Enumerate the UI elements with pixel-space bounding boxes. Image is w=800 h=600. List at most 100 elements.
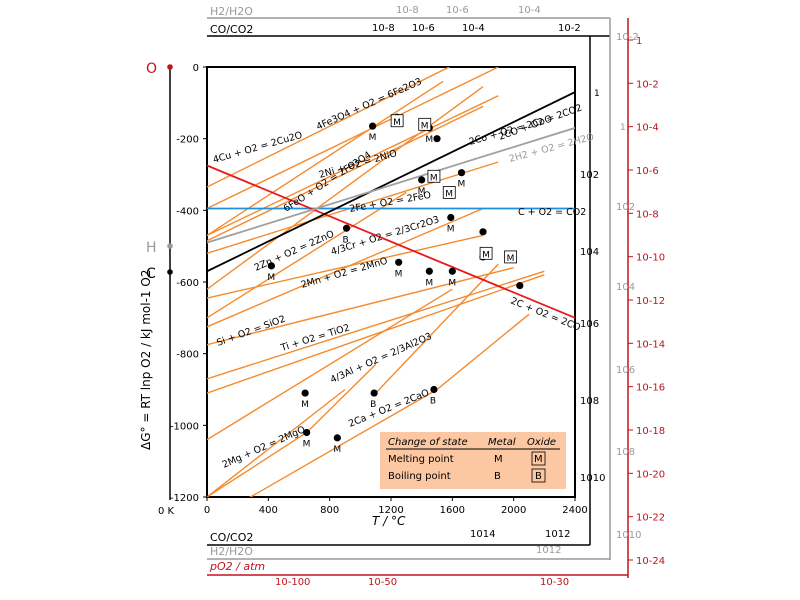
x-tick-label-0: 0 (204, 505, 210, 516)
top-co-tick: 10-6 (412, 23, 435, 34)
transition-point-1 (303, 428, 311, 437)
right-scales: 102 104 106 108 1010 10-2 102 104 106 10… (580, 18, 641, 578)
series-layer (207, 67, 575, 497)
top-co-tick: 10-8 (372, 23, 395, 34)
transition-label-9: M (448, 278, 456, 288)
po2-tick-label-2: 10-4 (636, 123, 659, 134)
bottom-h2-label: H2/H2O (210, 545, 253, 558)
x-tick-label-2: 800 (320, 505, 339, 516)
legend: Change of state Metal Oxide Melting poin… (380, 432, 566, 489)
series-line-17 (207, 388, 346, 497)
right-h2-tick: 108 (616, 447, 635, 458)
series-line-10 (207, 267, 514, 346)
right-h2-tick: 106 (616, 365, 635, 376)
right-co-tick: 106 (580, 319, 599, 330)
transition-point-10 (447, 213, 455, 222)
po2-tick-label-1: 10-2 (636, 79, 659, 90)
series-line-12 (207, 274, 545, 394)
series-label: 2C + O2 = 2CO (509, 296, 582, 334)
right-h2-tick: 104 (616, 282, 635, 293)
transition-label-5: M (267, 273, 275, 283)
legend-row-label: Boiling point (388, 471, 451, 482)
right-marker-2: 1 (620, 123, 626, 133)
po2-tick-label-10: 10-20 (636, 469, 665, 480)
oxide-box-label-2: M (430, 173, 438, 183)
series-line-0 (207, 80, 444, 236)
series-label: 4Cu + O2 = 2Cu2O (212, 130, 304, 166)
po2-tick-label-4: 10-8 (636, 209, 659, 220)
oxide-box-1 (418, 117, 432, 131)
y-tick-label-6: -1200 (170, 493, 199, 504)
series-label: 2H2 + O2 = 2H2O (508, 132, 595, 165)
series-line-3 (207, 95, 499, 237)
right-co-tick: 108 (580, 396, 599, 407)
top-h2-label: H2/H2O (210, 5, 253, 18)
legend-col-oxide: Oxide (527, 437, 556, 448)
transition-point-9 (448, 267, 456, 275)
po2-tick-label-5: 10-10 (636, 253, 665, 264)
x-tick-label-1: 400 (259, 505, 278, 516)
right-co-tick: 1010 (580, 473, 605, 484)
series-line-20 (207, 91, 575, 273)
po2-tick-label-6: 10-12 (636, 296, 665, 307)
legend-row-oxide: B (535, 471, 542, 482)
legend-row-label: Melting point (388, 454, 454, 465)
x-tick-label-4: 1600 (440, 505, 465, 516)
transition-label-3: B (370, 400, 376, 410)
top-co-label: CO/CO2 (210, 23, 253, 36)
bottom-po2-tick: 10-50 (368, 577, 397, 588)
top-h2-tick: 10-4 (518, 5, 541, 16)
oxide-box-label-4: M (482, 250, 490, 260)
zero-kelvin-label: 0 K (158, 506, 175, 517)
transition-label-14: M (425, 135, 433, 145)
transition-point-5 (267, 262, 275, 270)
y-tick-label-3: -600 (176, 278, 199, 289)
po2-tick-label-9: 10-18 (636, 426, 665, 437)
top-scales: H2/H2O CO/CO2 10-8 10-6 10-4 10-8 10-6 1… (207, 5, 611, 560)
transition-point-11 (418, 176, 426, 184)
right-h2-tick: 1010 (616, 530, 641, 541)
transition-label-0: M (301, 400, 309, 410)
x-tick-label-5: 2000 (501, 505, 526, 516)
bottom-co-tick: 1012 (545, 529, 570, 540)
series-line-19 (207, 164, 575, 319)
top-co-tick: 10-4 (462, 23, 485, 34)
oxide-box-label-0: M (393, 118, 401, 128)
series-line-13 (207, 288, 453, 441)
top-co-tick: 10-2 (558, 23, 581, 34)
po2-tick-label-12: 10-24 (636, 556, 665, 567)
legend-col-metal: Metal (488, 437, 516, 448)
series-label: 4/3Al + O2 = 2/3Al2O3 (329, 331, 434, 386)
transition-point-8 (425, 267, 433, 275)
transition-point-12 (457, 169, 466, 177)
series-line-9 (207, 234, 484, 299)
series-line-21 (207, 127, 575, 244)
transition-label-6: B (343, 235, 349, 245)
transition-point-0 (301, 389, 309, 397)
series-label: 2Fe + O2 = 2FeO (349, 190, 432, 215)
transition-label-8: M (425, 278, 433, 288)
po2-tick-label-0: 1 (636, 36, 642, 47)
series-line-4 (207, 105, 484, 242)
transition-point-15 (433, 135, 441, 143)
po2-tick-label-8: 10-16 (636, 383, 665, 394)
x-tick-label-3: 1200 (378, 505, 403, 516)
oxide-box-4 (479, 246, 493, 260)
transition-point-13 (369, 122, 377, 130)
oxide-box-label-1: M (421, 121, 429, 131)
series-label: 2Ca + O2 = 2CaO (347, 387, 431, 429)
left-pivot-axis: O H C 0 K (146, 61, 175, 517)
right-h2-tick: 10-2 (616, 32, 639, 43)
bottom-po2-tick: 10-30 (540, 577, 569, 588)
right-co-tick: 104 (580, 247, 599, 258)
transition-label-1: M (303, 440, 311, 450)
series-line-11 (207, 270, 545, 380)
pivot-o-label: O (146, 61, 157, 77)
legend-row-metal: M (494, 454, 503, 465)
y-tick-label-5: -1000 (170, 421, 199, 432)
oxide-box-label-5: M (507, 254, 515, 264)
legend-title: Change of state (388, 437, 468, 448)
bottom-co-tick: 1014 (470, 529, 495, 540)
